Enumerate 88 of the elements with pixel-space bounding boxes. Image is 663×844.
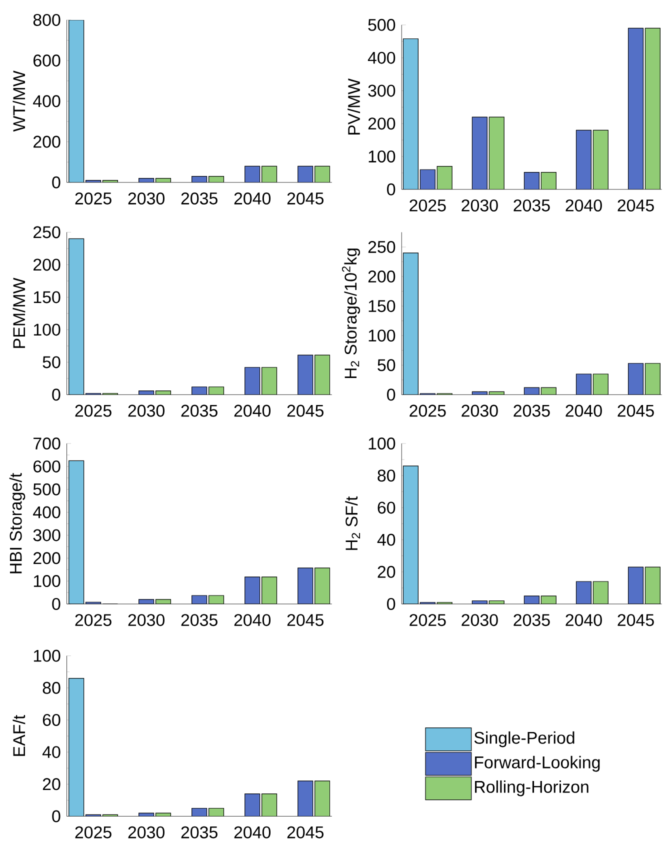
y-tick-label: 100 bbox=[368, 150, 396, 162]
y-tick-label: 300 bbox=[368, 84, 396, 97]
x-tick-label: 2040 bbox=[566, 614, 602, 626]
y-tick-label: 200 bbox=[34, 136, 60, 148]
x-tick-label: 2045 bbox=[618, 614, 654, 626]
x-tick-label: 2035 bbox=[181, 614, 218, 626]
y-tick-label: 200 bbox=[368, 270, 396, 283]
y-tick-label: 250 bbox=[34, 226, 60, 238]
x-tick-label: 2045 bbox=[287, 826, 324, 838]
y-tick-label: 40 bbox=[42, 746, 60, 758]
y-tick-label: 100 bbox=[34, 650, 60, 662]
x-tick-label: 2035 bbox=[514, 404, 550, 417]
x-tick-label: 2040 bbox=[234, 192, 271, 204]
y-tick-label: 0 bbox=[52, 598, 60, 610]
y-tick-label: 100 bbox=[34, 575, 60, 588]
x-tick-label: 2030 bbox=[462, 614, 498, 626]
y-tick-label: 200 bbox=[34, 258, 60, 271]
y-tick-label: 150 bbox=[34, 291, 60, 304]
y-axis-title: WT/MW bbox=[12, 70, 26, 132]
x-tick-label: 2040 bbox=[234, 404, 271, 417]
y-axis-title: EAF/t bbox=[12, 714, 26, 756]
x-tick-label: 2035 bbox=[514, 614, 550, 626]
y-tick-label: 60 bbox=[378, 502, 396, 514]
x-tick-label: 2035 bbox=[181, 404, 218, 417]
y-tick-label: 80 bbox=[378, 470, 396, 482]
y-tick-label: 50 bbox=[42, 356, 60, 368]
y-tick-label: 0 bbox=[387, 183, 396, 196]
y-tick-label: 0 bbox=[52, 810, 60, 822]
y-tick-label: 500 bbox=[368, 18, 396, 31]
y-axis-title: H$_{2}$ Storage/10$^{2}$kg bbox=[342, 248, 360, 378]
x-tick-label: 2040 bbox=[566, 199, 602, 212]
y-tick-label: 800 bbox=[34, 14, 60, 26]
y-tick-label: 0 bbox=[52, 388, 60, 401]
y-tick-label: 700 bbox=[34, 438, 60, 450]
x-tick-label: 2025 bbox=[75, 614, 112, 626]
x-tick-label: 2030 bbox=[462, 404, 498, 417]
y-tick-label: 0 bbox=[387, 598, 396, 610]
y-tick-label: 40 bbox=[377, 534, 396, 546]
x-tick-label: 2030 bbox=[128, 826, 165, 838]
x-tick-label: 2025 bbox=[410, 404, 446, 417]
x-tick-label: 2025 bbox=[75, 404, 112, 417]
x-tick-label: 2045 bbox=[618, 404, 654, 417]
y-tick-label: 200 bbox=[368, 118, 396, 130]
y-tick-label: 400 bbox=[33, 95, 60, 108]
y-tick-label: 20 bbox=[378, 566, 396, 578]
y-tick-label: 400 bbox=[33, 506, 60, 518]
x-tick-label: 2025 bbox=[75, 192, 112, 204]
legend-label: Rolling-Horizon bbox=[475, 780, 588, 796]
y-tick-label: 250 bbox=[368, 240, 396, 253]
x-tick-label: 2045 bbox=[287, 404, 324, 417]
y-axis-title: HBI Storage/t bbox=[9, 473, 26, 574]
x-tick-label: 2040 bbox=[234, 826, 271, 838]
y-tick-label: 500 bbox=[33, 483, 60, 496]
y-tick-label: 20 bbox=[43, 778, 60, 790]
y-axis-title: PEM/MW bbox=[12, 278, 26, 348]
x-tick-label: 2045 bbox=[287, 614, 324, 626]
y-tick-label: 60 bbox=[43, 714, 60, 726]
x-tick-label: 2040 bbox=[566, 404, 602, 417]
y-tick-label: 300 bbox=[33, 529, 60, 542]
y-tick-label: 50 bbox=[378, 359, 396, 372]
y-axis-title: PV/MW bbox=[348, 78, 360, 134]
y-tick-label: 100 bbox=[34, 324, 60, 336]
legend-label: Single-Period bbox=[474, 731, 574, 748]
y-tick-label: 0 bbox=[387, 388, 396, 401]
y-tick-label: 600 bbox=[34, 54, 60, 67]
x-tick-label: 2030 bbox=[128, 614, 165, 626]
x-tick-label: 2045 bbox=[287, 192, 324, 204]
y-tick-label: 150 bbox=[368, 300, 396, 312]
x-tick-label: 2025 bbox=[410, 614, 446, 626]
legend-label: Forward-Looking bbox=[475, 756, 600, 772]
x-tick-label: 2025 bbox=[410, 199, 446, 212]
y-tick-label: 100 bbox=[368, 330, 396, 342]
x-tick-label: 2025 bbox=[75, 826, 112, 838]
y-tick-label: 200 bbox=[34, 552, 60, 564]
x-tick-label: 2035 bbox=[181, 192, 218, 204]
x-tick-label: 2030 bbox=[462, 199, 498, 212]
x-tick-label: 2040 bbox=[234, 614, 271, 626]
y-tick-label: 80 bbox=[42, 682, 60, 694]
x-tick-label: 2035 bbox=[181, 826, 218, 838]
y-tick-label: 0 bbox=[52, 176, 60, 188]
x-tick-label: 2035 bbox=[514, 199, 550, 212]
y-tick-label: 100 bbox=[368, 438, 396, 450]
y-tick-label: 600 bbox=[34, 460, 60, 472]
y-axis-title: H$_{2}$ SF/t bbox=[345, 496, 360, 550]
y-tick-label: 400 bbox=[368, 52, 396, 64]
x-tick-label: 2030 bbox=[128, 404, 165, 417]
x-tick-label: 2045 bbox=[618, 199, 654, 212]
x-tick-label: 2030 bbox=[128, 192, 165, 204]
